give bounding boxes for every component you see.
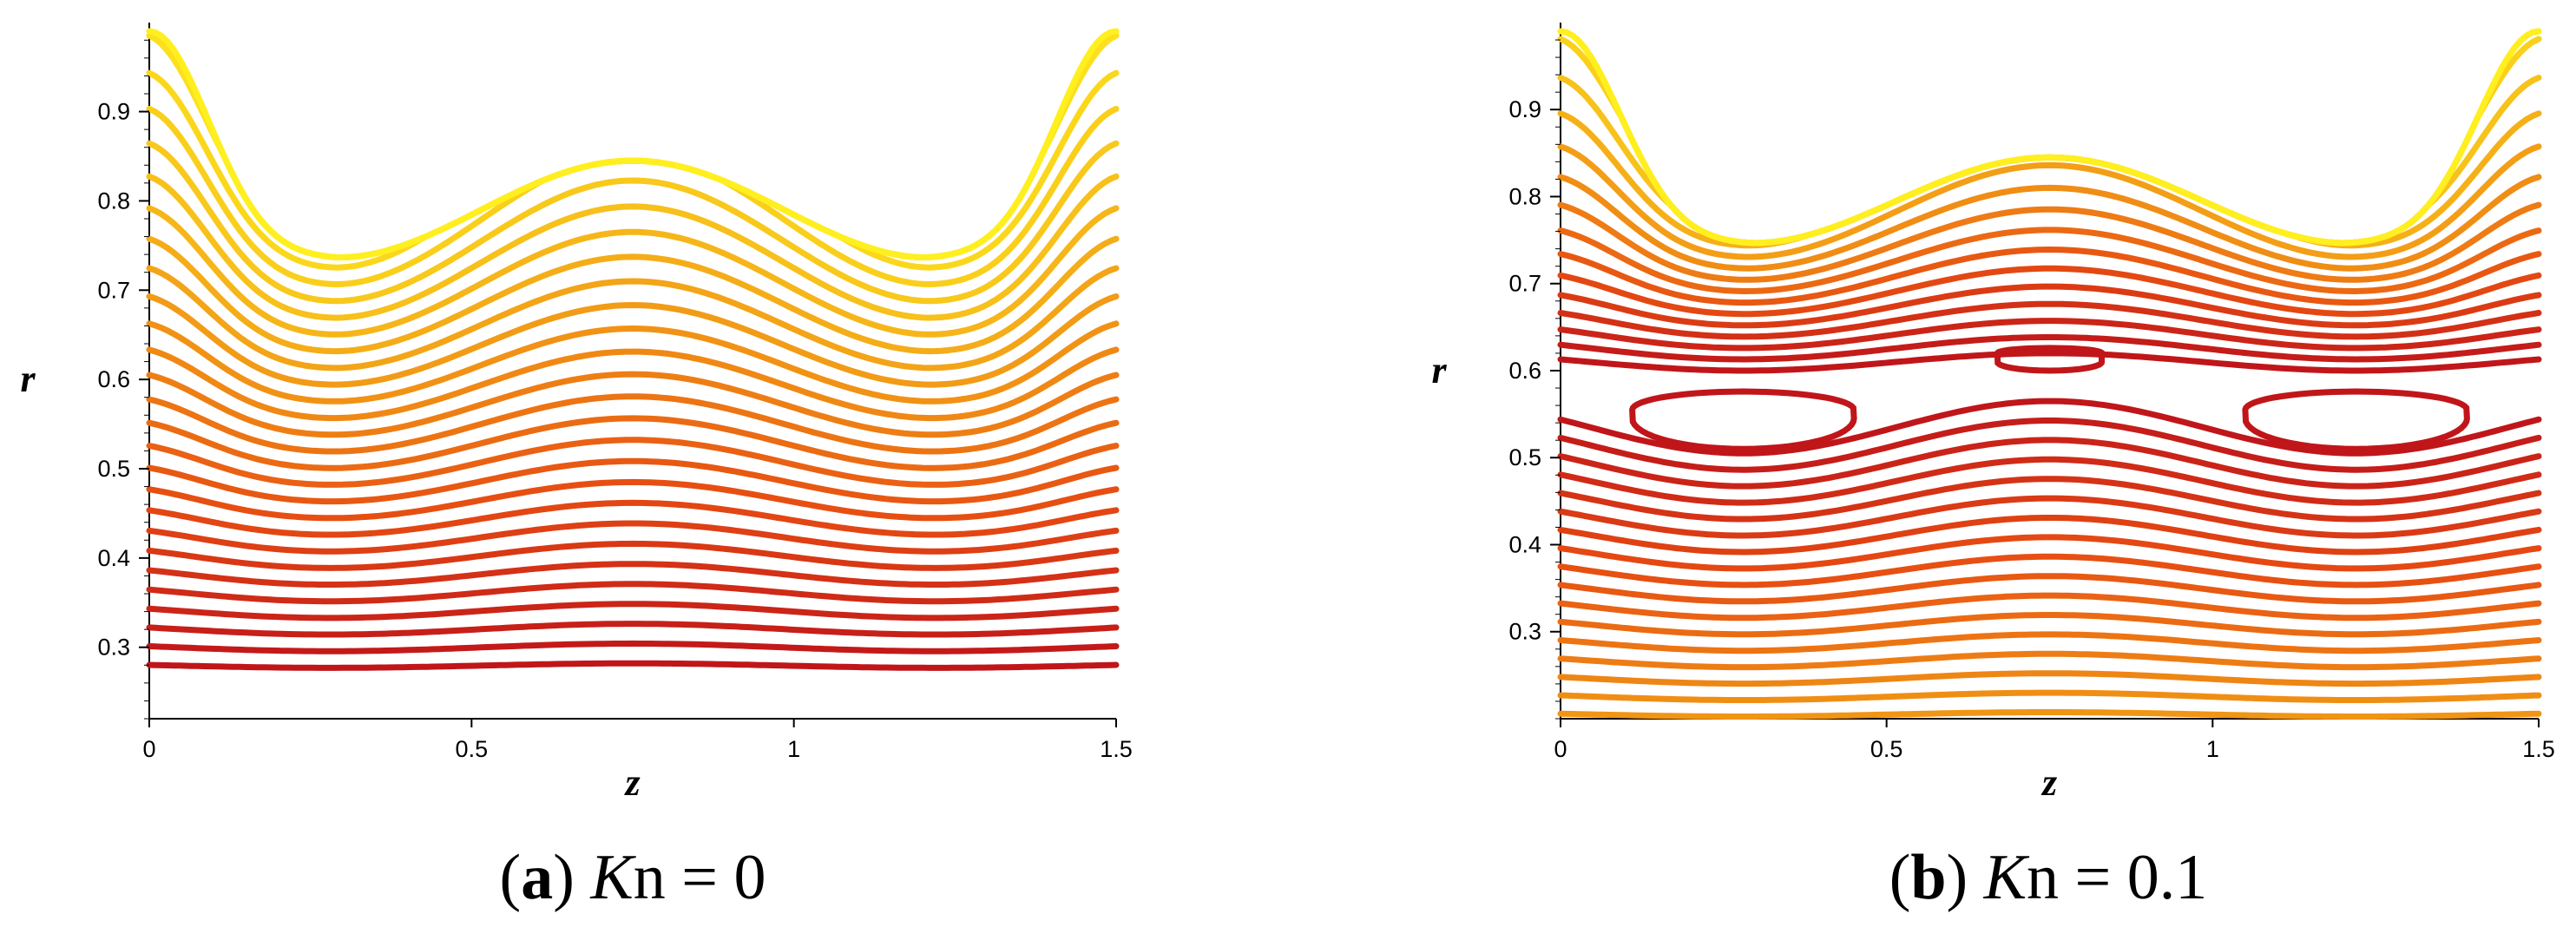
contour-line xyxy=(146,540,1120,571)
y-tick-label: 0.5 xyxy=(97,456,130,482)
contour-line xyxy=(146,371,1120,438)
contour-line xyxy=(146,621,1120,638)
contour-line xyxy=(1557,418,2542,473)
contour-line xyxy=(146,581,1120,605)
contour-line xyxy=(146,173,1120,321)
closed-contour-loop xyxy=(1994,345,2106,374)
contour-line xyxy=(146,601,1120,621)
contour-line xyxy=(1557,534,2542,572)
contour-line xyxy=(146,320,1120,404)
contour-line xyxy=(146,415,1120,471)
contour-line xyxy=(1557,398,2542,457)
x-tick-label: 1 xyxy=(2206,736,2219,762)
contour-line xyxy=(1557,437,2542,490)
contour-line xyxy=(1557,592,2542,621)
contour-line xyxy=(1557,515,2542,556)
contour-line xyxy=(146,660,1120,671)
contour-line xyxy=(1557,227,2542,295)
x-tick-label: 0.5 xyxy=(1870,736,1903,762)
contour-line xyxy=(1557,265,2542,318)
x-tick-label: 1.5 xyxy=(1100,736,1133,762)
y-tick-label: 0.8 xyxy=(1508,183,1541,209)
contour-line xyxy=(146,437,1120,488)
y-tick-label: 0.7 xyxy=(1508,271,1541,297)
panel-caption: (a) Kn = 0 xyxy=(500,842,766,913)
y-tick-label: 0.4 xyxy=(97,545,130,571)
x-tick-label: 1 xyxy=(787,736,800,762)
contour-line xyxy=(1557,456,2542,506)
contour-line xyxy=(146,561,1120,588)
y-tick-label: 0.6 xyxy=(1508,358,1541,384)
contour-line xyxy=(146,32,1120,261)
x-axis-label: z xyxy=(2040,761,2057,804)
contour-line xyxy=(1557,246,2542,306)
contour-line xyxy=(1557,110,2542,249)
contour-line xyxy=(146,393,1120,455)
contour-line xyxy=(1557,612,2542,638)
y-tick-label: 0.6 xyxy=(97,366,130,392)
contour-line xyxy=(1557,350,2542,374)
y-tick-label: 0.4 xyxy=(1508,531,1541,557)
x-tick-label: 1.5 xyxy=(2522,736,2555,762)
contour-line xyxy=(1557,476,2542,523)
closed-contour-loop xyxy=(2242,388,2470,452)
contour-line xyxy=(1557,143,2542,260)
contour-line xyxy=(1557,28,2542,247)
contour-line xyxy=(1557,553,2542,589)
contour-line xyxy=(146,140,1120,305)
contour-line xyxy=(146,640,1120,654)
panel-b: 0 0.5 1 1.5 0.3 0.4 0.5 0.6 0.7 0.8 0.9 z r (b) Kn = … xyxy=(1431,23,2555,913)
y-tick-label: 0.9 xyxy=(97,99,130,125)
contour-line xyxy=(1557,631,2542,654)
contour-line xyxy=(1557,300,2542,340)
x-tick-label: 0 xyxy=(1554,736,1567,762)
contour-line xyxy=(1557,36,2542,247)
panel-caption: (b) Kn = 0.1 xyxy=(1889,842,2208,913)
contour-line xyxy=(1557,174,2542,272)
contour-line xyxy=(146,69,1120,271)
contour-line xyxy=(1557,334,2542,363)
x-tick-label: 0 xyxy=(142,736,155,762)
x-axis-label: z xyxy=(623,761,640,804)
contour-line xyxy=(146,205,1120,338)
y-tick-label: 0.9 xyxy=(1508,96,1541,122)
y-axis-label: r xyxy=(20,358,36,400)
contour-line xyxy=(1557,573,2542,605)
contour-line xyxy=(146,28,1120,261)
contour-line xyxy=(146,293,1120,388)
contour-line xyxy=(146,499,1120,538)
contour-line xyxy=(1557,689,2542,703)
contour-line xyxy=(146,520,1120,555)
closed-contour-loop xyxy=(1629,388,1857,452)
contour-line xyxy=(146,346,1120,422)
y-tick-label: 0.5 xyxy=(1508,444,1541,470)
contour-line xyxy=(1557,709,2542,720)
contour-line xyxy=(146,478,1120,522)
contour-line xyxy=(1557,283,2542,329)
contour-line xyxy=(1557,670,2542,687)
panel-a: 0 0.5 1 1.5 0.3 0.4 0.5 0.6 0.7 0.8 0.9 z r (a) Kn = … xyxy=(20,23,1133,913)
x-tick-label: 0.5 xyxy=(456,736,489,762)
contour-line xyxy=(146,235,1120,355)
contour-line xyxy=(146,457,1120,505)
contour-line xyxy=(146,28,1120,261)
contour-line xyxy=(1557,495,2542,539)
contour-line xyxy=(1557,318,2542,352)
y-tick-label: 0.3 xyxy=(1508,619,1541,645)
y-tick-label: 0.8 xyxy=(97,187,130,214)
contour-line xyxy=(146,265,1120,372)
y-tick-label: 0.7 xyxy=(97,277,130,303)
contour-line xyxy=(1557,650,2542,671)
contour-line xyxy=(1557,201,2542,283)
y-axis-label: r xyxy=(1431,349,1447,391)
y-tick-label: 0.3 xyxy=(97,635,130,661)
